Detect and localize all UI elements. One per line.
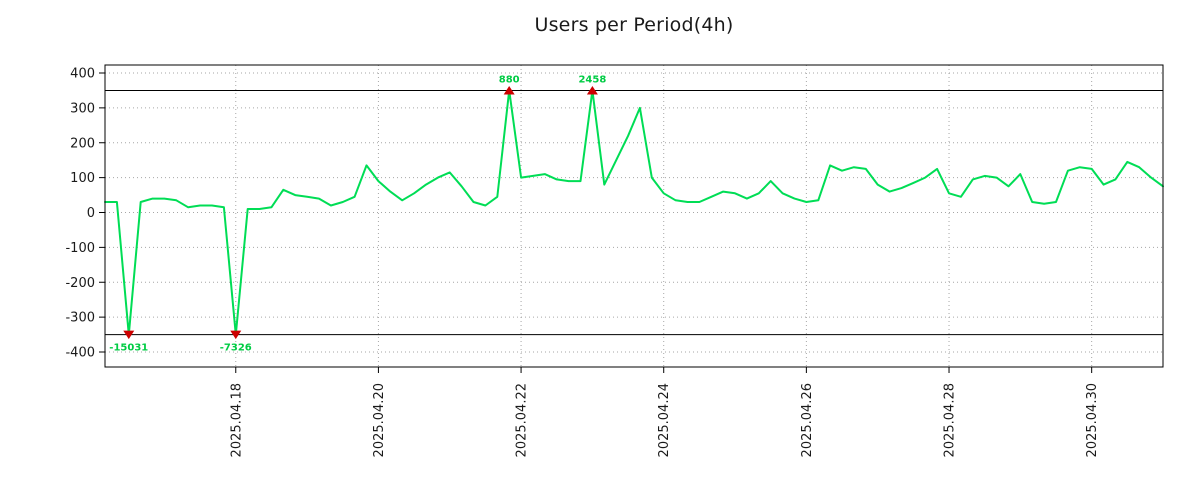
marker-down-icon [230, 330, 242, 340]
series-line [104, 89, 1164, 336]
annotation-label: -15031 [109, 343, 148, 354]
svg-text:-300: -300 [65, 311, 95, 326]
svg-text:2025.04.28: 2025.04.28 [943, 383, 958, 457]
svg-text:200: 200 [70, 136, 95, 151]
svg-text:0: 0 [87, 206, 95, 221]
svg-text:2025.04.24: 2025.04.24 [657, 383, 672, 457]
clip-lines [105, 89, 1163, 336]
svg-text:2025.04.18: 2025.04.18 [229, 383, 244, 457]
marker-up-icon [503, 85, 515, 95]
svg-text:2025.04.26: 2025.04.26 [800, 383, 815, 457]
svg-text:2025.04.20: 2025.04.20 [372, 383, 387, 457]
svg-text:2025.04.30: 2025.04.30 [1085, 383, 1100, 457]
svg-text:300: 300 [70, 101, 95, 116]
plot-border [104, 64, 1164, 368]
annotation-label: 2458 [578, 74, 606, 85]
svg-text:400: 400 [70, 67, 95, 82]
y-axis-labels: 400 300 200 100 0 -100 -200 -300 -400 [65, 67, 105, 361]
svg-text:-100: -100 [65, 241, 95, 256]
annotations: -15031 -7326 880 2458 [109, 74, 606, 353]
x-axis-labels: 2025.04.18 2025.04.20 2025.04.22 2025.04.24… [229, 367, 1100, 457]
svg-text:-200: -200 [65, 276, 95, 291]
annotation-label: -7326 [220, 343, 252, 354]
y-gridlines [105, 72, 1163, 353]
svg-text:2025.04.22: 2025.04.22 [515, 383, 530, 457]
marker-up-icon [586, 85, 598, 95]
annotation-label: 880 [499, 74, 520, 85]
svg-text:100: 100 [70, 171, 95, 186]
svg-text:-400: -400 [65, 346, 95, 361]
chart-title: Users per Period(4h) [534, 14, 734, 36]
marker-down-icon [123, 330, 135, 340]
x-gridlines [235, 65, 1093, 367]
